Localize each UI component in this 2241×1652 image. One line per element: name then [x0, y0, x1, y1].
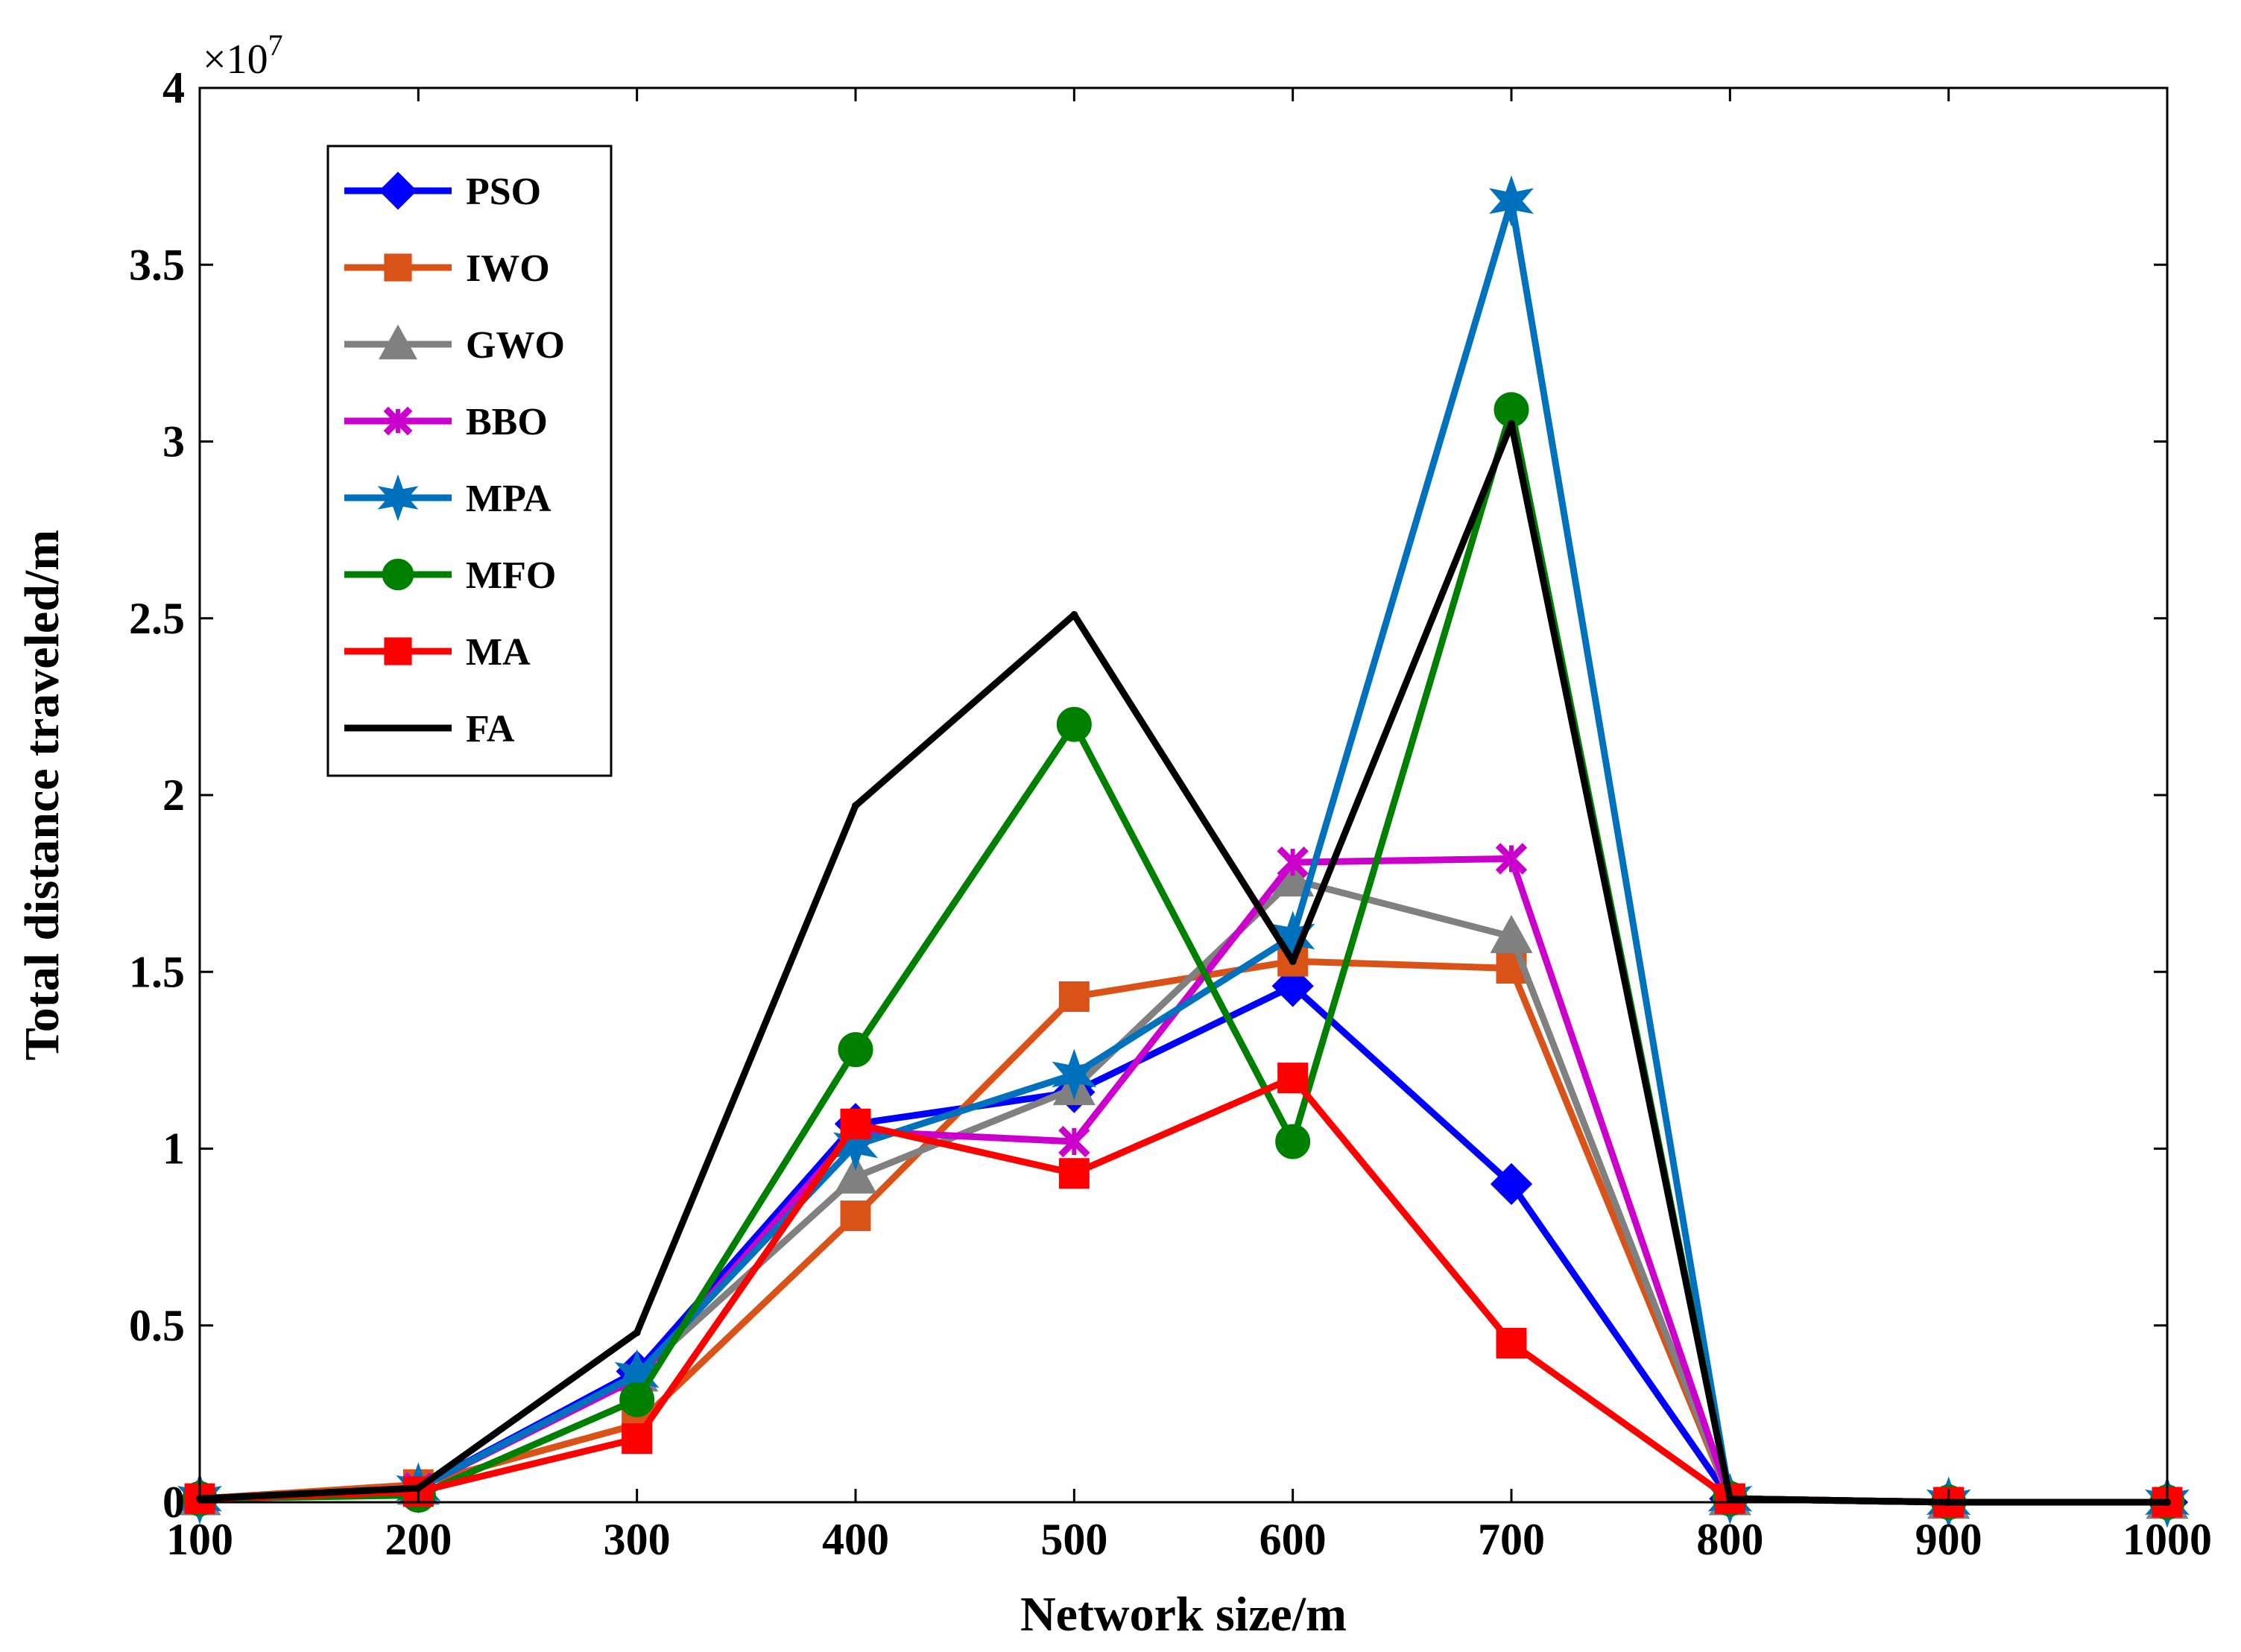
data-point-fa: [1508, 420, 1515, 428]
data-point-fa: [633, 1329, 641, 1337]
x-tick-label: 200: [385, 1515, 452, 1564]
legend-marker-bbo: [383, 406, 413, 436]
legend-item-gwo: GWO: [344, 324, 565, 367]
legend-label-ma: MA: [466, 631, 531, 674]
x-tick-label: 500: [1040, 1515, 1107, 1564]
data-point-iwo: [1058, 981, 1090, 1012]
legend-item-bbo: BBO: [344, 401, 548, 443]
y-tick-label: 1: [162, 1124, 185, 1174]
legend-item-iwo: IWO: [344, 247, 550, 290]
data-point-ma: [1496, 1327, 1527, 1358]
legend-label-pso: PSO: [466, 171, 541, 213]
x-tick-label: 1000: [2123, 1515, 2212, 1564]
data-point-pso: [1490, 1162, 1533, 1206]
data-point-mpa: [833, 1119, 878, 1171]
x-tick-label: 900: [1915, 1515, 1982, 1564]
data-point-fa: [414, 1484, 423, 1493]
y-tick-label: 3: [162, 417, 185, 466]
x-tick-label: 300: [604, 1515, 671, 1564]
data-point-gwo: [1490, 914, 1533, 954]
legend-box: [326, 145, 613, 777]
data-point-mfo: [1056, 706, 1092, 742]
legend-label-gwo: GWO: [466, 324, 565, 367]
y-tick-label: 3.5: [129, 240, 185, 289]
data-point-mfo: [619, 1382, 655, 1417]
y-tick-label: 2.5: [129, 594, 185, 643]
x-tick-label: 600: [1259, 1515, 1327, 1564]
legend-label-mfo: MFO: [466, 554, 556, 597]
legend-marker-mpa: [377, 474, 419, 522]
data-point-ma: [1277, 1063, 1309, 1094]
y-tick-label: 0: [162, 1478, 185, 1527]
legend-item-pso: PSO: [344, 171, 541, 213]
data-point-bbo: [1058, 1125, 1090, 1158]
legend-label-bbo: BBO: [466, 401, 548, 443]
x-tick-label: 100: [166, 1515, 233, 1564]
legend-marker-gwo: [379, 324, 417, 360]
x-tick-label: 400: [822, 1515, 889, 1564]
y-tick-label: 1.5: [129, 947, 185, 996]
y-tick-label: 2: [162, 770, 185, 820]
x-tick-label: 800: [1696, 1515, 1763, 1564]
legend-marker-iwo: [384, 253, 412, 282]
data-point-fa: [1070, 611, 1078, 619]
legend-item-mfo: MFO: [344, 554, 556, 597]
y-tick-label: 0.5: [129, 1301, 185, 1350]
data-point-ma: [840, 1108, 871, 1139]
data-point-mfo: [838, 1032, 873, 1068]
legend-label-iwo: IWO: [466, 247, 550, 290]
legend-label-mpa: MPA: [466, 478, 551, 520]
data-point-iwo: [840, 1200, 871, 1232]
data-point-bbo: [1495, 843, 1528, 875]
y-tick-label: 4: [162, 63, 185, 113]
series-fa: [196, 420, 2171, 1506]
x-axis-label: Network size/m: [1020, 1587, 1347, 1642]
series-line-fa: [199, 420, 2167, 1506]
data-point-fa: [852, 802, 859, 810]
data-point-ma: [1058, 1158, 1090, 1189]
x-tick-label: 700: [1478, 1515, 1545, 1564]
legend-item-mpa: MPA: [344, 474, 551, 522]
labels-layer: ×107 Network size/m Total distance trave…: [15, 28, 1347, 1642]
y-axis-multiplier: ×107: [203, 28, 283, 83]
legend-marker-ma: [384, 637, 412, 665]
data-point-bbo: [1277, 846, 1309, 879]
data-point-mpa: [1489, 175, 1534, 227]
data-point-gwo: [834, 1155, 877, 1194]
legend-marker-pso: [379, 171, 417, 210]
data-point-ma: [622, 1423, 653, 1455]
data-point-mpa: [1052, 1048, 1097, 1101]
legend: PSO IWO GWO BBO MPA MFO MA FA: [326, 145, 613, 777]
ticks-layer: 100 200 300 400 500 600 700 800 900 1000 0 0.5 1 1.5 2…: [129, 63, 2212, 1564]
legend-marker-mfo: [382, 558, 414, 591]
data-point-fa: [1289, 958, 1297, 966]
y-axis-label: Total distance traveled/m: [15, 530, 69, 1061]
legend-item-fa: FA: [344, 708, 515, 750]
legend-item-ma: MA: [344, 631, 531, 674]
legend-label-fa: FA: [466, 708, 515, 750]
data-point-mfo: [1275, 1124, 1311, 1159]
legend-marker-fa: [394, 724, 402, 732]
